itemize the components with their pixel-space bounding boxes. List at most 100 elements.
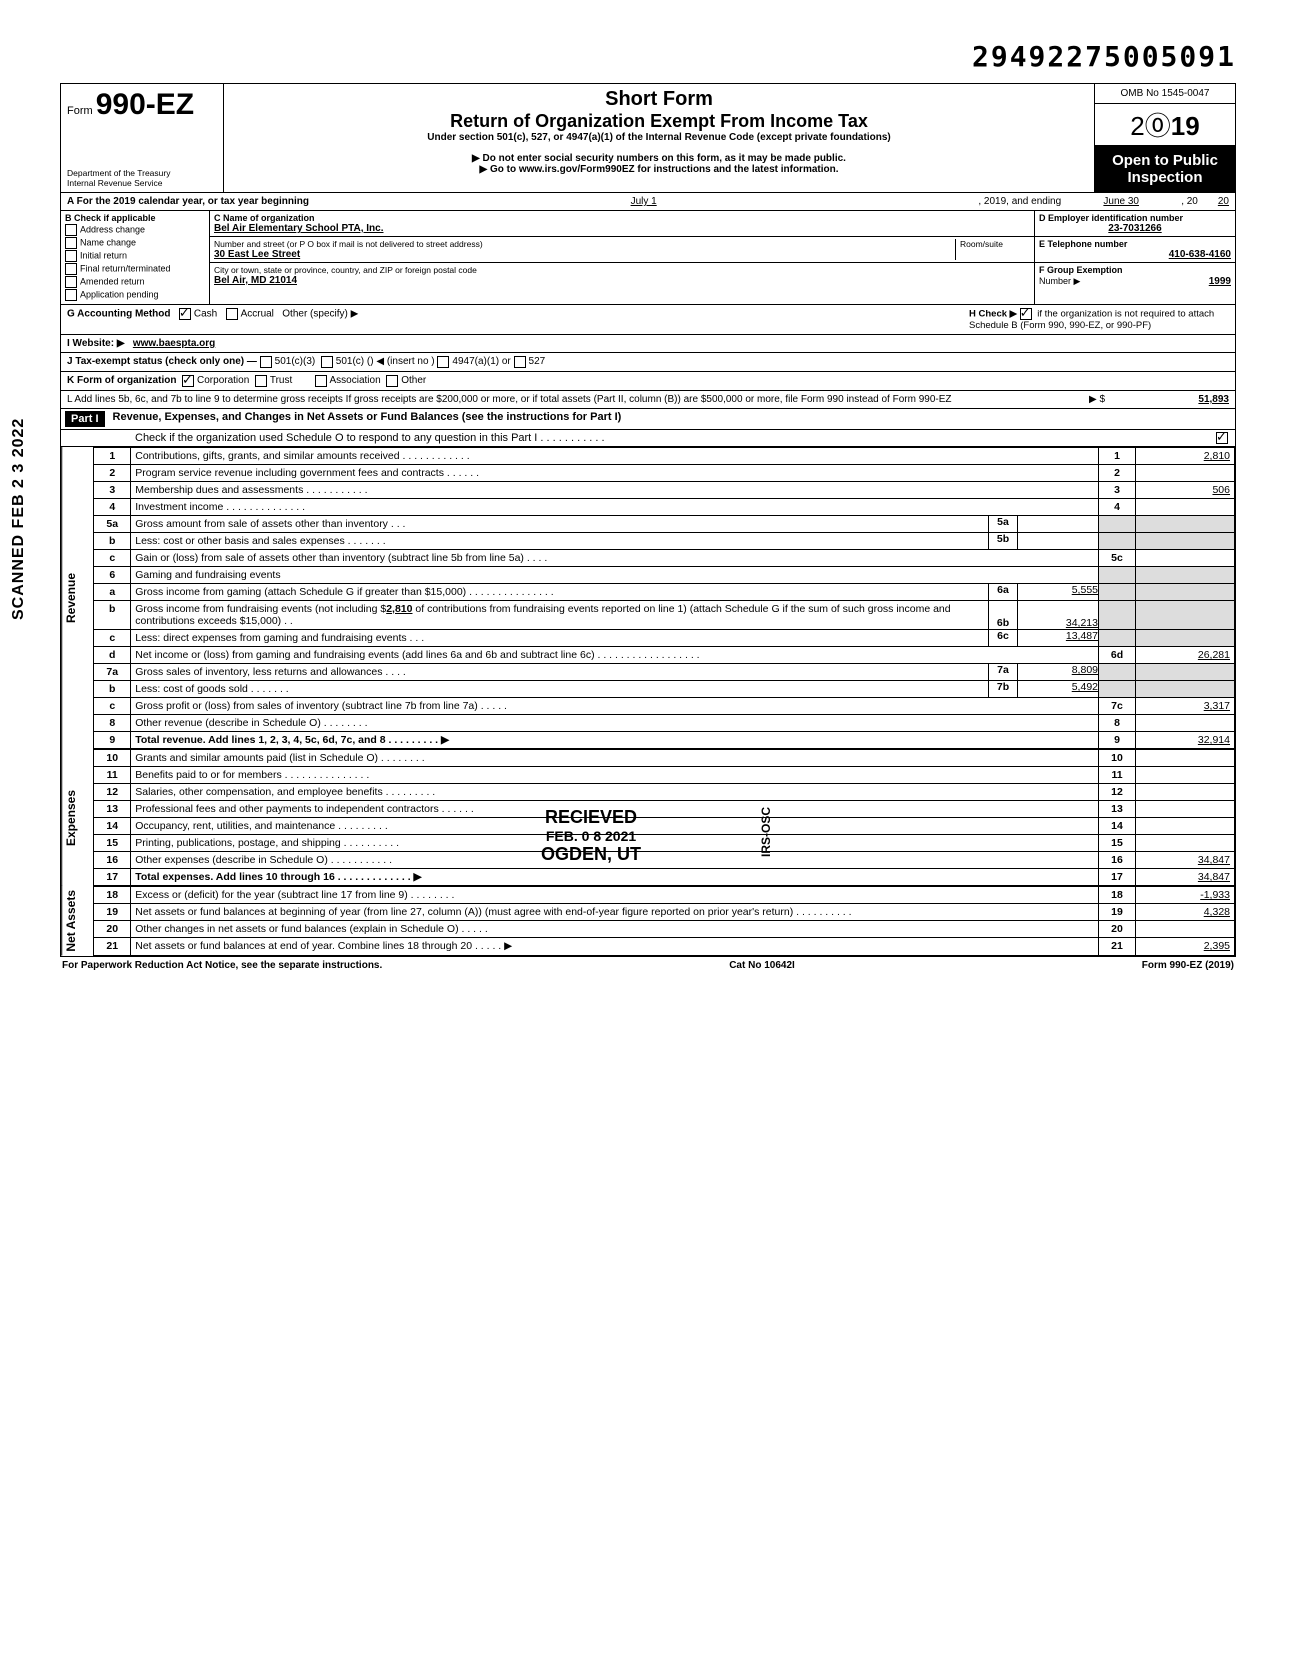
ln3-num: 3 — [94, 482, 131, 499]
title-short-form: Short Form — [232, 88, 1086, 111]
section-b-through-f: B Check if applicable Address change Nam… — [61, 211, 1235, 305]
chk-501c[interactable] — [321, 356, 333, 368]
expenses-table: 10Grants and similar amounts paid (list … — [93, 749, 1235, 886]
ln19-num: 19 — [94, 904, 131, 921]
group-exemption-value: 1999 — [1209, 276, 1231, 287]
ln6a-ibox: 6a — [988, 584, 1017, 600]
chk-h-no-schedule-b[interactable] — [1020, 308, 1032, 320]
scanned-stamp: SCANNED FEB 2 3 2022 — [10, 418, 28, 620]
ln6b-grey — [1099, 601, 1136, 630]
form-number-text: 990-EZ — [96, 88, 194, 121]
ln1-box: 1 — [1099, 448, 1136, 465]
chk-4947[interactable] — [437, 356, 449, 368]
ln6-grey2 — [1136, 567, 1235, 584]
chk-trust[interactable] — [255, 375, 267, 387]
ln18-box: 18 — [1099, 887, 1136, 904]
ln5a-grey2 — [1136, 516, 1235, 533]
b-item-3: Final return/terminated — [80, 263, 171, 273]
j-o2: 501(c) ( — [336, 356, 370, 368]
row-i-website: I Website: ▶ www.baespta.org — [61, 335, 1235, 353]
ln19-text: Net assets or fund balances at beginning… — [131, 904, 1099, 921]
ln7a-text: Gross sales of inventory, less returns a… — [131, 664, 988, 680]
ln18-num: 18 — [94, 887, 131, 904]
dept-line1: Department of the Treasury — [67, 168, 217, 178]
ln6-grey — [1099, 567, 1136, 584]
ln7c-amt: 3,317 — [1136, 698, 1235, 715]
ln7a-iamt: 8,809 — [1017, 664, 1098, 680]
ln6b-ibox: 6b — [988, 601, 1017, 629]
chk-initial-return[interactable] — [65, 250, 77, 262]
ln6a-grey2 — [1136, 584, 1235, 601]
l-value: 51,893 — [1149, 394, 1229, 405]
chk-accrual[interactable] — [226, 308, 238, 320]
f-label2: Number ▶ — [1039, 276, 1080, 286]
ln18-amt: -1,933 — [1136, 887, 1235, 904]
ln14-num: 14 — [94, 818, 131, 835]
ln21-box: 21 — [1099, 938, 1136, 955]
ln8-num: 8 — [94, 715, 131, 732]
ln7c-num: c — [94, 698, 131, 715]
c-label: C Name of organization — [214, 213, 1030, 223]
chk-amended-return[interactable] — [65, 276, 77, 288]
part-i-scho: Check if the organization used Schedule … — [135, 432, 605, 444]
omb-number: OMB No 1545-0047 — [1095, 84, 1235, 104]
ln13-num: 13 — [94, 801, 131, 818]
chk-schedule-o[interactable] — [1216, 432, 1228, 444]
form-header: Form 990-EZ Department of the Treasury I… — [61, 84, 1235, 193]
ln1-text: Contributions, gifts, grants, and simila… — [131, 448, 1099, 465]
tax-year: 2⓪201919 — [1095, 104, 1235, 146]
ln7b-text: Less: cost of goods sold . . . . . . . — [131, 681, 988, 697]
chk-address-change[interactable] — [65, 224, 77, 236]
ln16-num: 16 — [94, 852, 131, 869]
open-line1: Open to Public — [1099, 152, 1231, 169]
k-trust: Trust — [270, 375, 292, 387]
col-b-checkboxes: B Check if applicable Address change Nam… — [61, 211, 210, 304]
k-corp: Corporation — [197, 375, 249, 387]
footer-mid: Cat No 10642I — [729, 960, 795, 971]
form-990ez: Form 990-EZ Department of the Treasury I… — [60, 83, 1236, 957]
chk-application-pending[interactable] — [65, 289, 77, 301]
chk-527[interactable] — [514, 356, 526, 368]
ln5a-ibox: 5a — [988, 516, 1017, 532]
ln12-amt — [1136, 784, 1235, 801]
h-label: H Check ▶ — [969, 309, 1017, 320]
header-right: OMB No 1545-0047 2⓪201919 Open to Public… — [1094, 84, 1235, 192]
chk-other-org[interactable] — [386, 375, 398, 387]
ln7b-grey — [1099, 681, 1136, 698]
row-l-gross-receipts: L Add lines 5b, 6c, and 7b to line 9 to … — [61, 391, 1235, 409]
part-i-header-row: Part I Revenue, Expenses, and Changes in… — [61, 409, 1235, 430]
part-i-label: Part I — [65, 411, 105, 427]
ln5b-grey2 — [1136, 533, 1235, 550]
ln2-amt — [1136, 465, 1235, 482]
chk-name-change[interactable] — [65, 237, 77, 249]
chk-501c3[interactable] — [260, 356, 272, 368]
ln3-amt: 506 — [1136, 482, 1235, 499]
ln10-text: Grants and similar amounts paid (list in… — [131, 750, 1099, 767]
chk-final-return[interactable] — [65, 263, 77, 275]
ln13-box: 13 — [1099, 801, 1136, 818]
chk-association[interactable] — [315, 375, 327, 387]
expenses-section: Expenses 10Grants and similar amounts pa… — [61, 749, 1235, 886]
ln6a-num: a — [94, 584, 131, 601]
ln5a-text: Gross amount from sale of assets other t… — [131, 516, 988, 532]
ln5b-ibox: 5b — [988, 533, 1017, 549]
b-item-5: Application pending — [80, 289, 159, 299]
chk-cash[interactable] — [179, 308, 191, 320]
part-i-scho-row: Check if the organization used Schedule … — [61, 430, 1235, 447]
ln5b-num: b — [94, 533, 131, 550]
ln14-box: 14 — [1099, 818, 1136, 835]
ln6d-box: 6d — [1099, 647, 1136, 664]
chk-corporation[interactable] — [182, 375, 194, 387]
ln11-num: 11 — [94, 767, 131, 784]
ln17-num: 17 — [94, 869, 131, 886]
ln15-num: 15 — [94, 835, 131, 852]
col-d-e-f: D Employer identification number 23-7031… — [1034, 211, 1235, 304]
ln6b-iamt: 34,213 — [1017, 601, 1098, 629]
ln19-amt: 4,328 — [1136, 904, 1235, 921]
ln10-box: 10 — [1099, 750, 1136, 767]
row-g-h: G Accounting Method Cash Accrual Other (… — [61, 305, 1235, 335]
dept-line2: Internal Revenue Service — [67, 178, 217, 188]
org-city: Bel Air, MD 21014 — [214, 275, 1030, 286]
ln9-num: 9 — [94, 732, 131, 749]
ln20-amt — [1136, 921, 1235, 938]
